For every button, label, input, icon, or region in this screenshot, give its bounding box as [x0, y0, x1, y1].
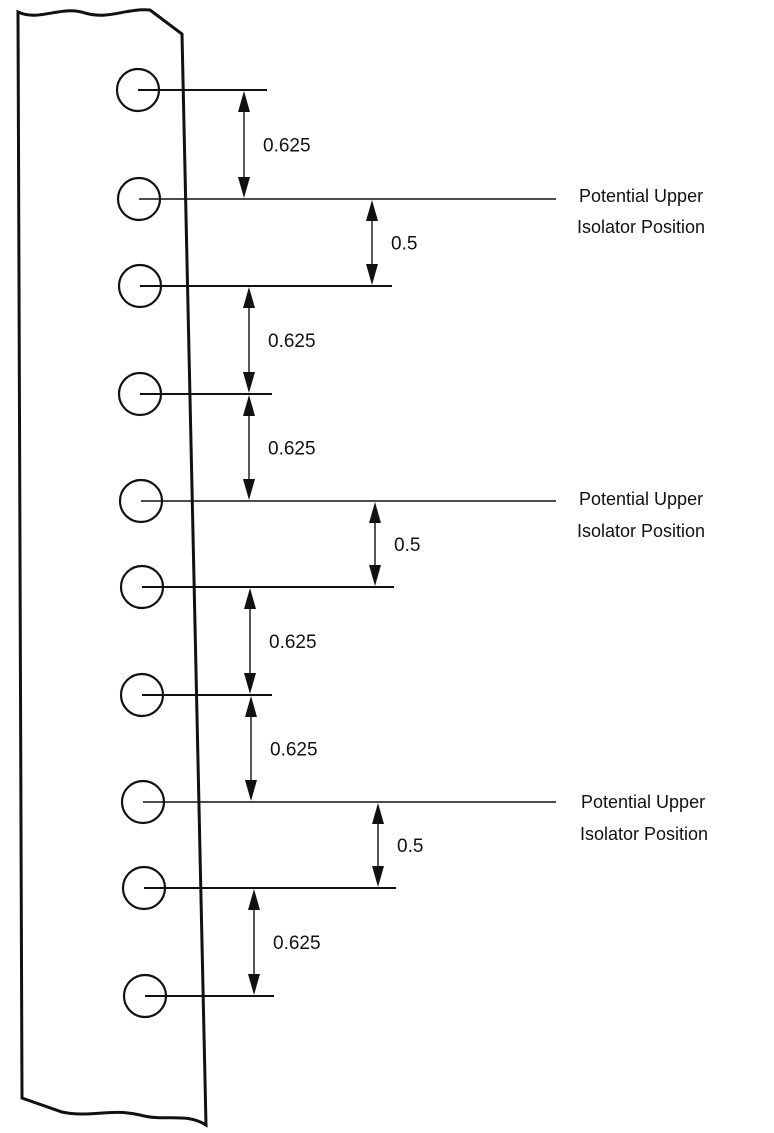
rail-outline: [16, 8, 208, 1128]
dimension-label: 0.5: [391, 234, 417, 255]
dimension-arrow: [245, 696, 257, 801]
isolator-callout-3-line1: Potential Upper: [581, 792, 705, 812]
dimension-arrow: [369, 502, 381, 586]
dimension-label: 0.625: [273, 933, 321, 954]
dimension-label: 0.625: [268, 439, 316, 460]
dimension-arrow: [366, 200, 378, 285]
dimension-arrow: [248, 889, 260, 995]
dimension-arrow: [243, 395, 255, 500]
isolator-callout-3-line2: Isolator Position: [580, 824, 708, 844]
dimension-arrow: [243, 287, 255, 393]
dimension-label: 0.625: [268, 331, 316, 352]
dimension-labels: 0.625 0.5 0.625 0.625 0.5 0.625 0.625 0.5 0.625: [238, 91, 423, 995]
dimension-arrow: [372, 803, 384, 887]
isolator-callout-2-line2: Isolator Position: [577, 521, 705, 541]
dimension-label: 0.625: [269, 632, 317, 653]
dimension-lines: [138, 89, 556, 997]
dimension-arrow: [238, 91, 250, 198]
isolator-callout-1-line1: Potential Upper: [579, 186, 703, 206]
isolator-callout-1-line2: Isolator Position: [577, 217, 705, 237]
isolator-callout-2-line1: Potential Upper: [579, 489, 703, 509]
dimension-label: 0.625: [270, 740, 318, 761]
isolator-callout-2: Potential Upper Isolator Position: [577, 489, 705, 541]
dimension-label: 0.625: [263, 136, 311, 157]
dimension-arrow: [244, 588, 256, 694]
dimension-label: 0.5: [394, 535, 420, 556]
dimension-label: 0.5: [397, 836, 423, 857]
isolator-callout-3: Potential Upper Isolator Position: [580, 792, 708, 844]
isolator-callout-1: Potential Upper Isolator Position: [577, 186, 705, 237]
rail-holes: [115, 67, 168, 1019]
